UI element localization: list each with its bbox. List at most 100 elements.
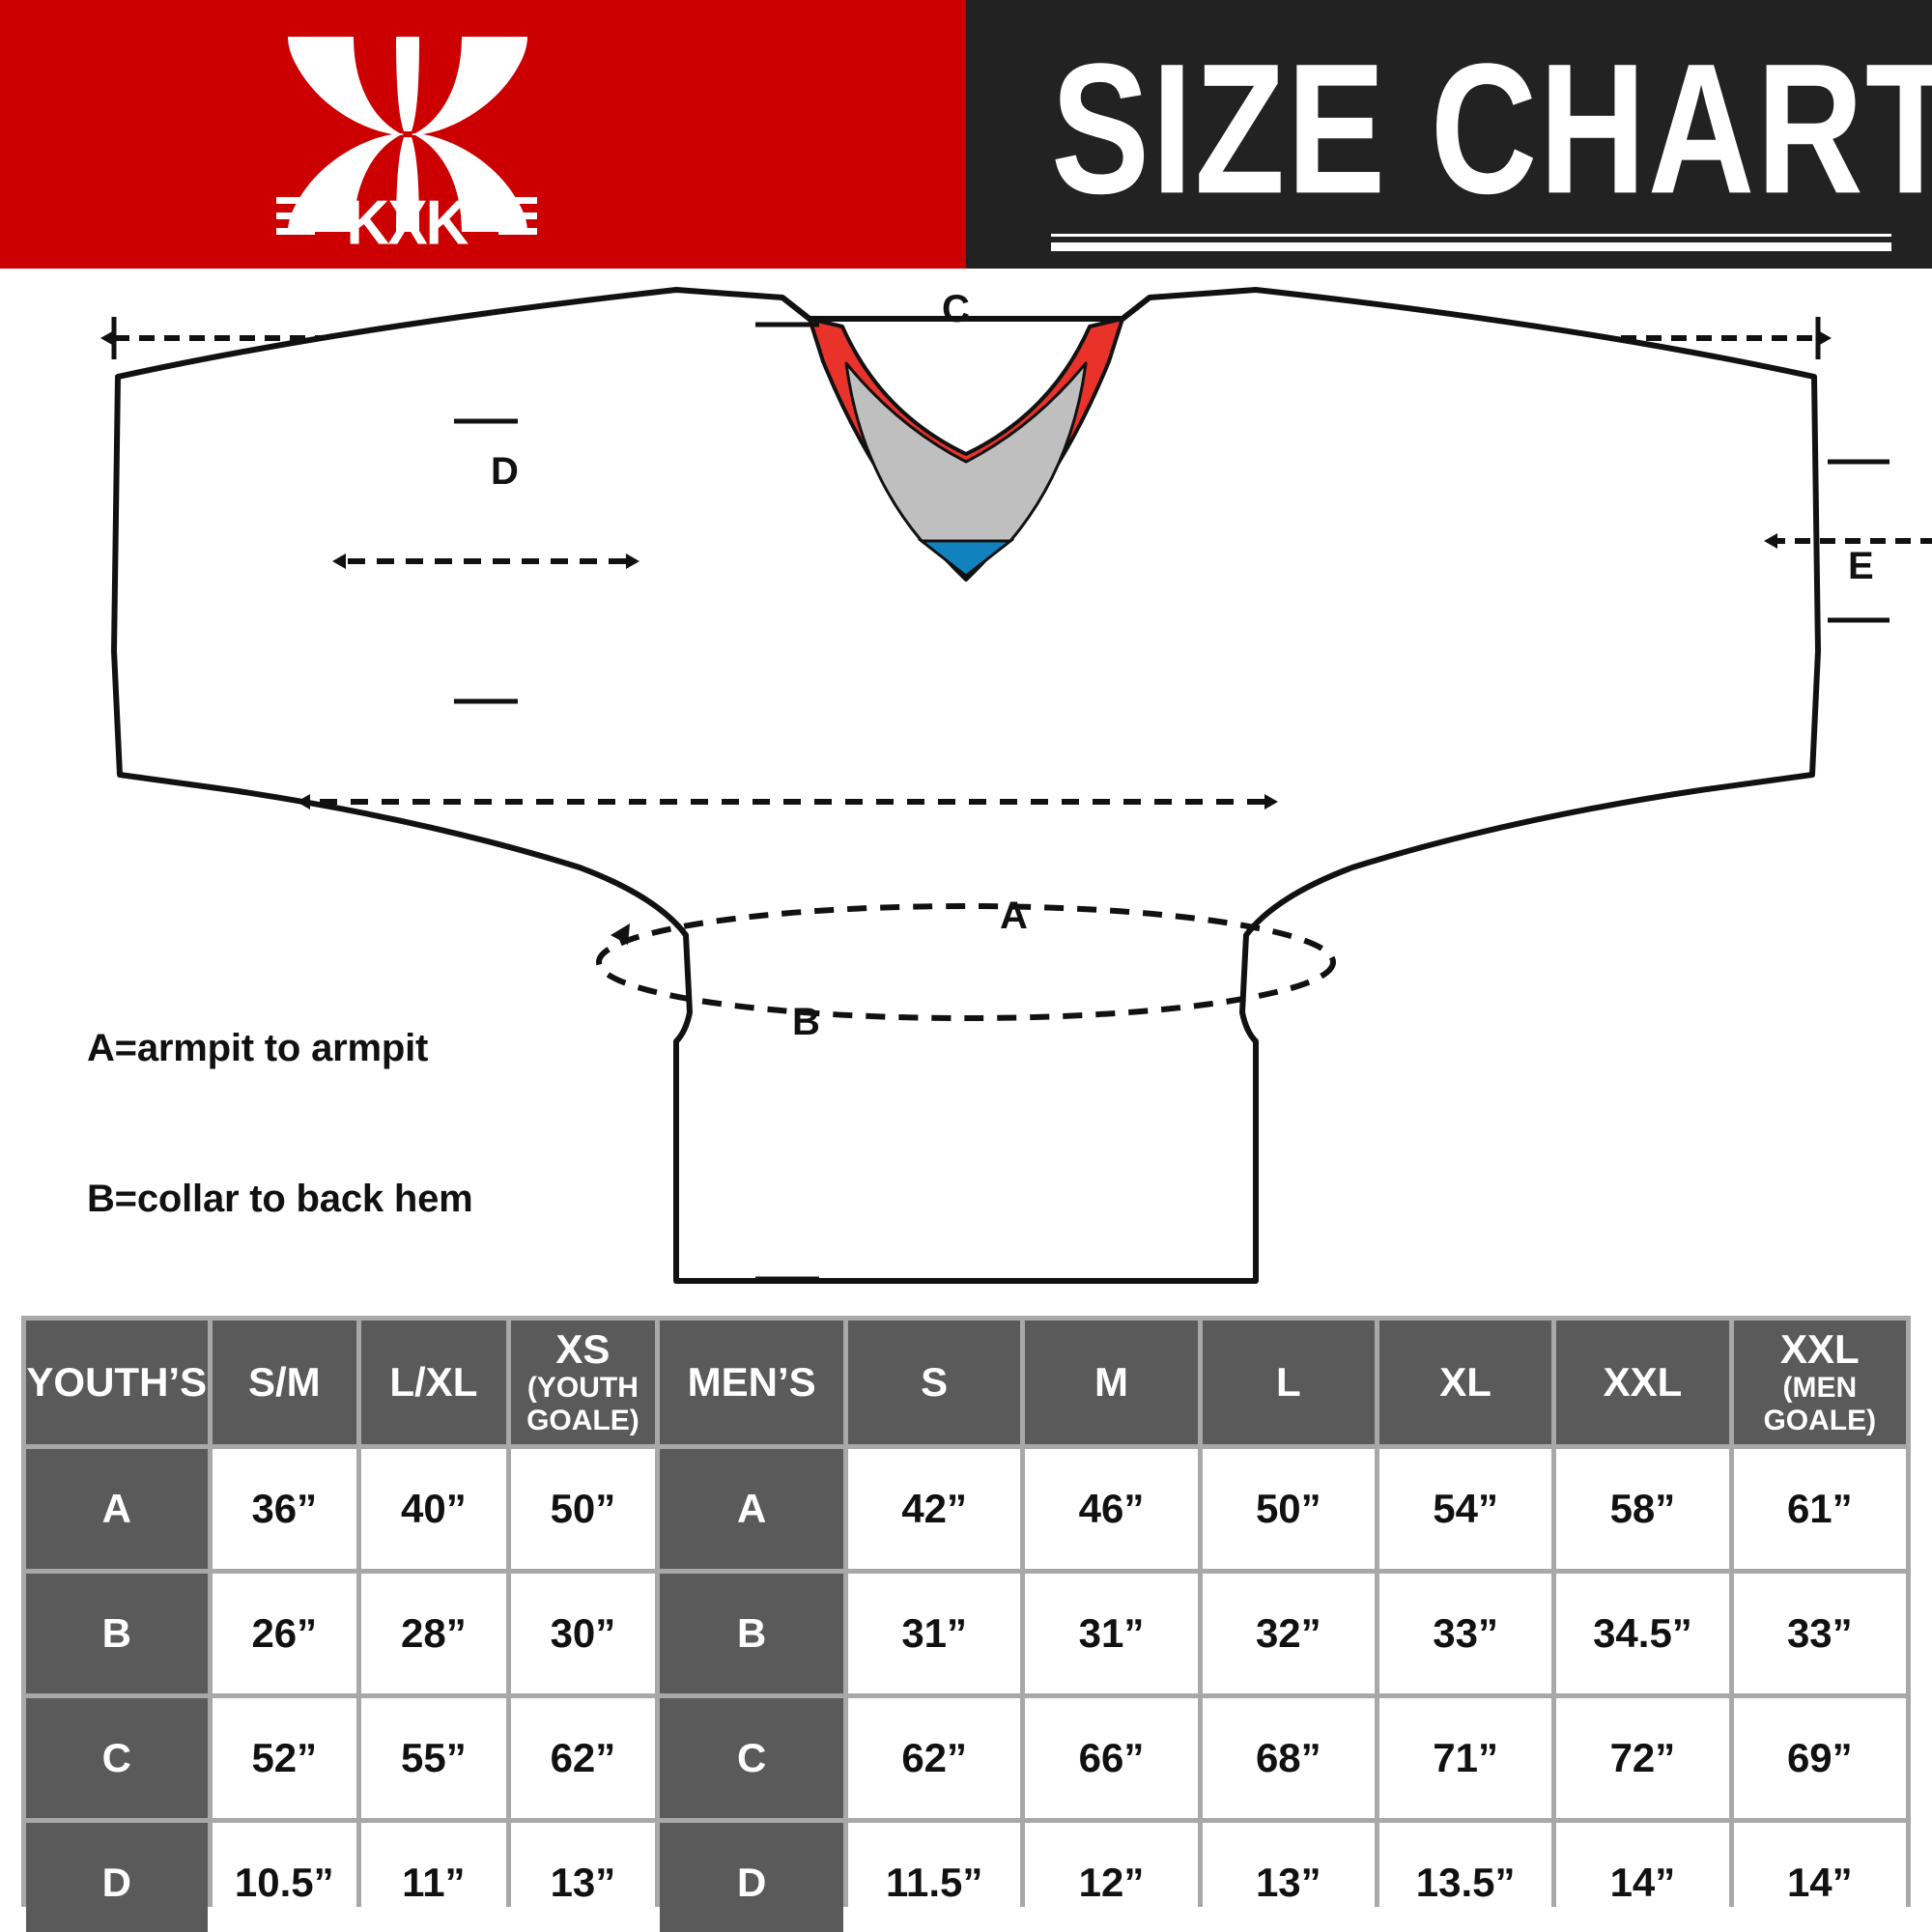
collar-inner xyxy=(844,361,1088,543)
page-header: KXK SIZE CHART xyxy=(0,0,1932,269)
table-row: C 52” 55” 62” C 62” 66” 68” 71” 72” 69” xyxy=(26,1698,1906,1818)
table-header-cell: XS (YOUTH GOALE) xyxy=(510,1321,656,1444)
table-cell-youth: 50” xyxy=(510,1449,656,1569)
table-cell-men: 54” xyxy=(1378,1449,1552,1569)
dimension-label-a: A xyxy=(1000,895,1028,937)
dimension-d-arrow xyxy=(332,418,639,704)
table-header-cell: MEN’S xyxy=(660,1321,844,1444)
table-header-cell: L xyxy=(1202,1321,1375,1444)
jersey-diagram: C D E A B xyxy=(0,269,1932,1300)
table-cell-men: 62” xyxy=(848,1698,1021,1818)
row-label-men: A xyxy=(660,1449,844,1569)
table-cell-men: 13.5” xyxy=(1378,1823,1552,1932)
size-table-wrap: YOUTH’S S/M L/XL XS (YOUTH GOALE) MEN’S S M L XL X… xyxy=(21,1316,1911,1932)
title-rule-thick xyxy=(1051,242,1891,251)
table-cell-men: 46” xyxy=(1025,1449,1198,1569)
table-cell-youth: 11” xyxy=(361,1823,506,1932)
table-cell-men: 12” xyxy=(1025,1823,1198,1932)
table-header-cell: L/XL xyxy=(361,1321,506,1444)
table-header-cell: XL xyxy=(1378,1321,1552,1444)
table-cell-men: 32” xyxy=(1202,1574,1375,1693)
row-label-youth: C xyxy=(26,1698,208,1818)
table-cell-men: 14” xyxy=(1733,1823,1906,1932)
table-cell-men: 72” xyxy=(1556,1698,1729,1818)
legend-line-b: B=collar to back hem xyxy=(87,1178,473,1220)
table-header-cell: S xyxy=(848,1321,1021,1444)
header-cell-main: XXL xyxy=(1779,1326,1860,1372)
jersey-outline xyxy=(111,287,1821,1284)
title-rule-thin xyxy=(1051,234,1891,237)
table-cell-men: 34.5” xyxy=(1556,1574,1729,1693)
table-cell-men: 50” xyxy=(1202,1449,1375,1569)
header-cell-sub: (YOUTH GOALE) xyxy=(526,1372,639,1436)
dimension-b-arrow xyxy=(297,322,1278,1282)
table-cell-men: 14” xyxy=(1556,1823,1729,1932)
jersey-illustration xyxy=(100,287,1932,1284)
table-cell-youth: 13” xyxy=(510,1823,656,1932)
dimension-label-d: D xyxy=(491,450,519,493)
table-cell-youth: 52” xyxy=(212,1698,357,1818)
dimension-label-e: E xyxy=(1848,545,1874,587)
table-header-cell: YOUTH’S xyxy=(26,1321,208,1444)
header-cell-main: XS xyxy=(555,1326,611,1372)
kxk-hourglass-logo-icon xyxy=(288,37,527,232)
size-table: YOUTH’S S/M L/XL XS (YOUTH GOALE) MEN’S S M L XL X… xyxy=(21,1316,1911,1932)
table-cell-men: 31” xyxy=(1025,1574,1198,1693)
dimension-label-b: B xyxy=(792,1001,820,1043)
header-cell-main: S/M xyxy=(247,1359,321,1405)
table-cell-men: 33” xyxy=(1733,1574,1906,1693)
table-cell-men: 58” xyxy=(1556,1449,1729,1569)
row-label-youth: A xyxy=(26,1449,208,1569)
header-cell-main: XL xyxy=(1439,1359,1492,1405)
dimension-a-ellipse xyxy=(596,903,1336,1021)
table-row: A 36” 40” 50” A 42” 46” 50” 54” 58” 61” xyxy=(26,1449,1906,1569)
table-header-row: YOUTH’S S/M L/XL XS (YOUTH GOALE) MEN’S S M L XL X… xyxy=(26,1321,1906,1444)
legend-line-a: A=armpit to armpit xyxy=(87,1027,429,1069)
table-header-cell: XXL (MEN GOALE) xyxy=(1733,1321,1906,1444)
header-title-panel: SIZE CHART xyxy=(966,0,1932,269)
table-cell-youth: 55” xyxy=(361,1698,506,1818)
kxk-logo xyxy=(282,27,533,254)
svg-text:KXK: KXK xyxy=(347,189,469,255)
page-title-wrap: SIZE CHART xyxy=(1051,23,1932,251)
dimension-e-arrow xyxy=(1764,459,1932,623)
header-cell-main: XXL xyxy=(1603,1359,1683,1405)
row-label-youth: B xyxy=(26,1574,208,1693)
table-cell-youth: 62” xyxy=(510,1698,656,1818)
row-label-youth: D xyxy=(26,1823,208,1932)
table-cell-men: 33” xyxy=(1378,1574,1552,1693)
collar-accent xyxy=(917,539,1015,578)
table-cell-men: 71” xyxy=(1378,1698,1552,1818)
header-cell-sub: (MEN GOALE) xyxy=(1763,1372,1877,1436)
kxk-wordmark: KXK xyxy=(276,187,537,258)
header-cell-main: YOUTH’S xyxy=(26,1359,208,1405)
header-cell-main: M xyxy=(1094,1359,1128,1405)
table-cell-youth: 36” xyxy=(212,1449,357,1569)
header-cell-main: MEN’S xyxy=(687,1359,816,1405)
table-cell-youth: 10.5” xyxy=(212,1823,357,1932)
table-header-cell: S/M xyxy=(212,1321,357,1444)
table-header-cell: M xyxy=(1025,1321,1198,1444)
table-header-cell: XXL xyxy=(1556,1321,1729,1444)
table-row: B 26” 28” 30” B 31” 31” 32” 33” 34.5” 33” xyxy=(26,1574,1906,1693)
table-cell-youth: 28” xyxy=(361,1574,506,1693)
page-title: SIZE CHART xyxy=(1051,24,1932,233)
table-cell-youth: 26” xyxy=(212,1574,357,1693)
table-cell-men: 69” xyxy=(1733,1698,1906,1818)
row-label-men: D xyxy=(660,1823,844,1932)
header-cell-main: L/XL xyxy=(389,1359,478,1405)
row-label-men: C xyxy=(660,1698,844,1818)
table-cell-men: 68” xyxy=(1202,1698,1375,1818)
table-cell-men: 66” xyxy=(1025,1698,1198,1818)
header-cell-main: S xyxy=(921,1359,949,1405)
table-cell-men: 31” xyxy=(848,1574,1021,1693)
table-cell-men: 13” xyxy=(1202,1823,1375,1932)
header-cell-main: L xyxy=(1275,1359,1301,1405)
table-cell-youth: 40” xyxy=(361,1449,506,1569)
table-cell-men: 11.5” xyxy=(848,1823,1021,1932)
row-label-men: B xyxy=(660,1574,844,1693)
table-cell-youth: 30” xyxy=(510,1574,656,1693)
kxk-wordmark-icon: KXK xyxy=(276,187,537,258)
table-row: D 10.5” 11” 13” D 11.5” 12” 13” 13.5” 14” 14” xyxy=(26,1823,1906,1932)
